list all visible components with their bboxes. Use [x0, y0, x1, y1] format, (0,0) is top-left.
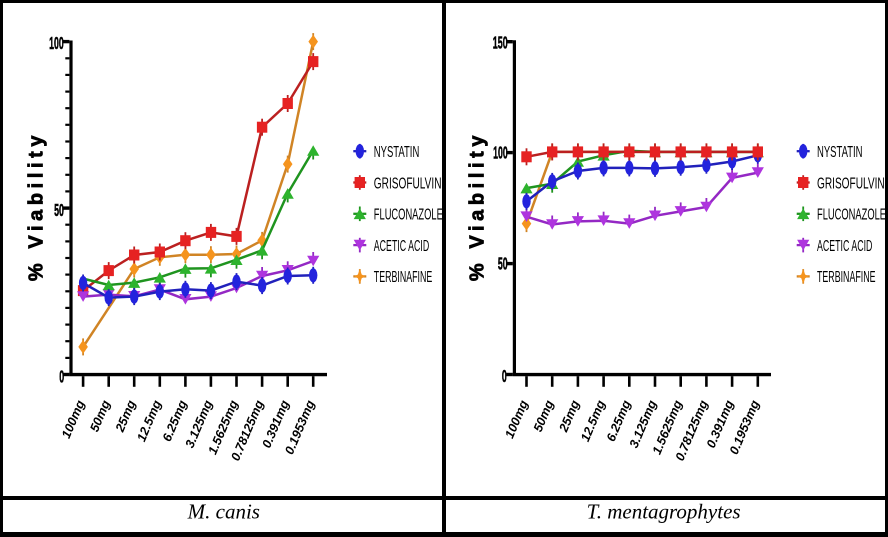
svg-text:FLUCONAZOLE: FLUCONAZOLE: [374, 207, 443, 224]
svg-text:100: 100: [493, 143, 508, 163]
svg-text:50: 50: [498, 254, 508, 274]
svg-text:ACETIC ACID: ACETIC ACID: [374, 238, 429, 255]
svg-text:50: 50: [54, 200, 64, 220]
svg-text:150: 150: [493, 33, 508, 53]
svg-text:0: 0: [502, 366, 507, 386]
svg-text:GRISOFULVIN: GRISOFULVIN: [374, 175, 442, 192]
svg-text:FLUCONAZOLE: FLUCONAZOLE: [817, 207, 886, 224]
svg-text:TERBINAFINE: TERBINAFINE: [374, 269, 433, 286]
svg-text:GRISOFULVIN: GRISOFULVIN: [817, 175, 885, 192]
svg-text:25mg: 25mg: [556, 398, 582, 435]
svg-text:100mg: 100mg: [59, 398, 88, 440]
svg-text:100: 100: [49, 33, 64, 53]
svg-text:M. canis: M. canis: [187, 500, 260, 524]
svg-text:TERBINAFINE: TERBINAFINE: [817, 269, 876, 286]
svg-text:% Viability: % Viability: [467, 131, 489, 281]
svg-text:ACETIC ACID: ACETIC ACID: [817, 238, 872, 255]
svg-text:T. mentagrophytes: T. mentagrophytes: [587, 500, 741, 524]
svg-text:% Viability: % Viability: [26, 131, 48, 281]
svg-text:25mg: 25mg: [112, 398, 138, 435]
svg-text:NYSTATIN: NYSTATIN: [374, 144, 420, 161]
svg-text:NYSTATIN: NYSTATIN: [817, 144, 863, 161]
svg-text:50mg: 50mg: [531, 398, 557, 434]
svg-text:0: 0: [59, 366, 64, 386]
svg-text:100mg: 100mg: [502, 398, 531, 440]
svg-text:50mg: 50mg: [87, 398, 113, 434]
